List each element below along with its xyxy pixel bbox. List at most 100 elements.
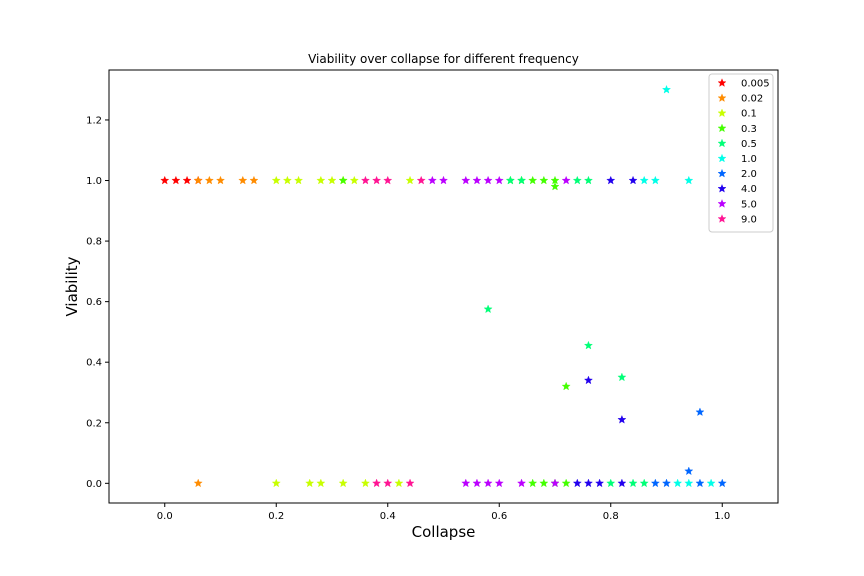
data-point [606,175,616,185]
x-tick-label: 1.0 [714,511,730,522]
data-point [338,175,348,185]
legend-marker [717,153,727,163]
data-point [193,478,203,488]
data-point [505,175,515,185]
data-point [572,478,582,488]
y-axis-label: Viability [63,256,81,316]
data-point [472,478,482,488]
legend-marker [717,78,727,87]
data-point [405,478,415,488]
data-point [695,407,705,417]
legend-marker [717,138,727,148]
data-point [561,175,571,185]
data-point [160,175,170,185]
data-point [684,478,694,488]
legend-marker [717,123,727,133]
data-point [282,175,292,185]
data-point [372,478,382,488]
legend-label: 1.0 [741,154,757,165]
data-point [595,478,605,488]
y-tick-label: 0.2 [86,418,102,429]
legend-marker [717,93,727,102]
data-point [561,381,571,391]
data-points [160,84,727,488]
data-point [684,175,694,185]
data-point [294,175,304,185]
data-point [249,175,259,185]
data-point [583,340,593,350]
y-tick-label: 0.0 [86,479,102,490]
legend-marker [717,214,727,223]
data-point [717,478,727,488]
data-point [528,478,538,488]
legend-label: 0.005 [741,79,770,90]
data-point [182,175,192,185]
data-point [461,478,471,488]
data-point [383,478,393,488]
data-point [238,175,248,185]
data-point [639,175,649,185]
legend: 0.005 0.02 0.1 0.3 0.5 1.0 2.0 4.0 5.0 9.0 [708,73,774,233]
legend-label: 0.5 [741,139,757,150]
data-point [583,375,593,385]
data-point [416,175,426,185]
data-point [271,175,281,185]
y-tick-label: 1.2 [86,115,102,126]
y-tick-label: 1.0 [86,176,102,187]
legend-marker [717,108,727,118]
data-point [617,478,627,488]
data-point [483,175,493,185]
x-axis-label: Collapse [412,523,476,541]
data-point [583,478,593,488]
data-point [494,175,504,185]
legend-box [708,73,774,233]
data-point [483,304,493,314]
legend-label: 2.0 [741,169,757,180]
x-tick-label: 0.6 [491,511,507,522]
data-point [383,175,393,185]
data-point [327,175,337,185]
data-point [539,478,549,488]
data-point [572,175,582,185]
data-point [628,175,638,185]
data-point [305,478,315,488]
legend-label: 4.0 [741,184,757,195]
y-tick-label: 0.4 [86,358,102,369]
data-point [215,175,226,185]
data-point [193,175,203,185]
x-tick-label: 0.8 [603,511,619,522]
data-point [171,175,181,185]
data-point [360,175,370,185]
data-point [706,478,716,488]
data-point [360,478,370,488]
data-point [494,478,504,488]
data-point [639,478,649,488]
data-point [483,478,493,488]
data-point [271,478,281,488]
data-point [684,466,694,476]
axes: 0.0 0.2 0.4 0.6 0.8 1.0 0.0 0.2 0.4 0.6 0.8 1.0 1.2 [86,115,730,522]
data-point [204,175,214,185]
data-point [650,478,660,488]
data-point [438,175,449,185]
data-point [617,372,627,382]
legend-marker [717,168,727,178]
legend-marker [717,183,727,193]
data-point [372,175,382,185]
data-point [427,175,437,185]
x-tick-label: 0.4 [380,511,396,522]
legend-label: 0.1 [741,109,757,120]
data-point [517,478,527,488]
data-point [661,478,672,488]
plot-frame [108,69,779,504]
x-tick-label: 0.2 [268,511,284,522]
data-point [472,175,482,185]
data-point [550,181,560,191]
data-point [539,175,549,185]
data-point [628,478,638,488]
data-point [650,175,660,185]
y-tick-label: 0.8 [86,237,102,248]
y-tick-label: 0.6 [86,297,102,308]
data-point [461,175,471,185]
